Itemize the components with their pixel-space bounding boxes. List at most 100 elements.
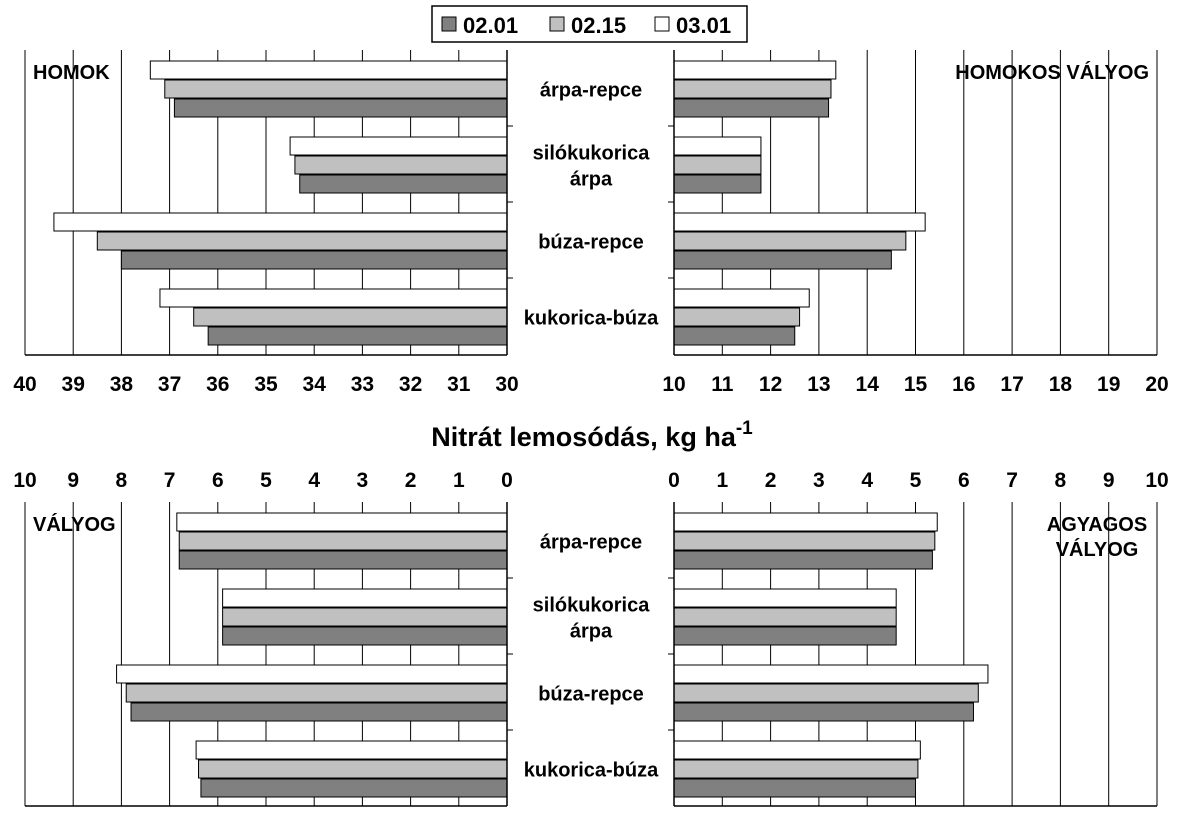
bar-homok-2-02.15: [96, 231, 508, 251]
tick-label: 19: [1097, 373, 1120, 396]
tick-label: 40: [13, 373, 36, 396]
category-label: búza-repce: [538, 232, 644, 254]
category-label: búza-repce: [538, 684, 644, 706]
category-label: árpa: [570, 169, 613, 191]
category-label: árpa-repce: [540, 532, 642, 554]
bar-agyagos-valyog-3-03.01: [673, 740, 921, 760]
bar-valyog-2-02.15: [125, 683, 508, 703]
tick-label: 39: [62, 373, 85, 396]
tick-label: 1: [716, 469, 728, 492]
legend-box: [431, 5, 748, 43]
category-label: silókukorica: [533, 595, 651, 617]
tick-label: 34: [303, 373, 327, 396]
bar-valyog-3-03.01: [195, 740, 508, 760]
legend-swatch-02.15: [549, 16, 565, 32]
panel-title: VÁLYOG: [33, 513, 116, 536]
bar-agyagos-valyog-1-02.15: [673, 607, 897, 627]
bar-agyagos-valyog-0-02.15: [673, 531, 936, 551]
legend-swatch-03.01: [654, 16, 670, 32]
legend-swatch-02.01: [441, 16, 457, 32]
bar-homokos-valyog-0-03.01: [673, 60, 837, 80]
bar-homokos-valyog-2-03.01: [673, 212, 926, 232]
tick-label: 4: [308, 469, 320, 492]
category-label: árpa-repce: [540, 80, 642, 102]
tick-label: 20: [1145, 373, 1168, 396]
tick-label: 6: [212, 469, 224, 492]
category-labels-top: árpa-repce silókukorica árpa búza-repce kuko…: [524, 80, 659, 330]
bar-homok-2-03.01: [53, 212, 508, 232]
tick-label: 11: [711, 373, 734, 396]
tick-label: 37: [158, 373, 181, 396]
bar-valyog-1-03.01: [222, 588, 508, 608]
bar-valyog-0-02.01: [178, 550, 508, 570]
category-label: silókukorica: [533, 143, 651, 165]
tick-label: 6: [958, 469, 970, 492]
category-label: árpa: [570, 621, 613, 643]
bar-agyagos-valyog-2-03.01: [673, 664, 989, 684]
bar-homok-0-02.01: [173, 98, 508, 118]
tick-label: 1: [453, 469, 465, 492]
bar-agyagos-valyog-1-03.01: [673, 588, 897, 608]
bar-valyog-3-02.01: [200, 778, 508, 798]
panel-homokos-valyog: 10 11 12 13 14 15 16 17 18 19 20 HOMOKOS VÁLYOG: [662, 50, 1169, 396]
tick-label: 31: [447, 373, 471, 396]
tick-label: 2: [405, 469, 417, 492]
bar-agyagos-valyog-2-02.01: [673, 702, 974, 722]
tick-label: 12: [759, 373, 782, 396]
bar-valyog-3-02.15: [198, 759, 508, 779]
tick-label: 2: [765, 469, 777, 492]
bar-valyog-1-02.15: [222, 607, 508, 627]
tick-label: 7: [164, 469, 176, 492]
bar-homok-0-02.15: [164, 79, 508, 99]
category-label: kukorica-búza: [524, 308, 659, 330]
tick-label: 9: [1103, 469, 1115, 492]
bar-valyog-0-03.01: [176, 512, 508, 532]
bar-agyagos-valyog-0-03.01: [673, 512, 938, 532]
panel-title: HOMOK: [33, 62, 110, 84]
tick-label: 32: [399, 373, 422, 396]
tick-label: 0: [668, 469, 680, 492]
bar-homok-2-02.01: [120, 250, 508, 270]
bar-valyog-1-02.01: [222, 626, 508, 646]
bar-homokos-valyog-0-02.15: [673, 79, 832, 99]
tick-label: 16: [952, 373, 975, 396]
bar-valyog-2-02.01: [130, 702, 508, 722]
tick-label: 15: [904, 373, 928, 396]
bar-agyagos-valyog-3-02.01: [673, 778, 916, 798]
bar-valyog-0-02.15: [178, 531, 508, 551]
tick-label: 30: [495, 373, 518, 396]
tick-label: 8: [116, 469, 128, 492]
panel-title: VÁLYOG: [1056, 538, 1139, 561]
tick-label: 38: [110, 373, 134, 396]
bar-valyog-2-03.01: [116, 664, 508, 684]
tick-label: 10: [1145, 469, 1168, 492]
bar-homok-0-03.01: [149, 60, 508, 80]
bar-homok-3-03.01: [159, 288, 508, 308]
tick-label: 14: [856, 373, 880, 396]
tick-label: 4: [861, 469, 873, 492]
tick-label: 18: [1049, 373, 1073, 396]
bar-homok-1-02.01: [299, 174, 508, 194]
bar-homokos-valyog-3-02.01: [673, 326, 796, 346]
panel-homok: 30 31 32 33 34 35 36 37 38 39 40 HOMOK: [13, 50, 519, 396]
tick-label: 0: [501, 469, 513, 492]
bar-homokos-valyog-2-02.01: [673, 250, 892, 270]
tick-label: 3: [813, 469, 825, 492]
bar-homokos-valyog-2-02.15: [673, 231, 907, 251]
bar-homok-1-03.01: [289, 136, 508, 156]
legend-label: 02.01: [463, 13, 518, 38]
legend-label: 03.01: [676, 13, 731, 38]
bar-agyagos-valyog-3-02.15: [673, 759, 919, 779]
tick-label: 3: [357, 469, 369, 492]
bar-homokos-valyog-3-02.15: [673, 307, 801, 327]
category-label: kukorica-búza: [524, 760, 659, 782]
category-labels-bottom: árpa-repce silókukorica árpa búza-repce kuko…: [524, 532, 659, 782]
bar-homokos-valyog-1-02.15: [673, 155, 762, 175]
bar-agyagos-valyog-0-02.01: [673, 550, 933, 570]
bar-agyagos-valyog-1-02.01: [673, 626, 897, 646]
tick-label: 35: [254, 373, 278, 396]
tick-label: 10: [662, 373, 685, 396]
legend-label: 02.15: [571, 13, 626, 38]
tick-label: 17: [1000, 373, 1023, 396]
